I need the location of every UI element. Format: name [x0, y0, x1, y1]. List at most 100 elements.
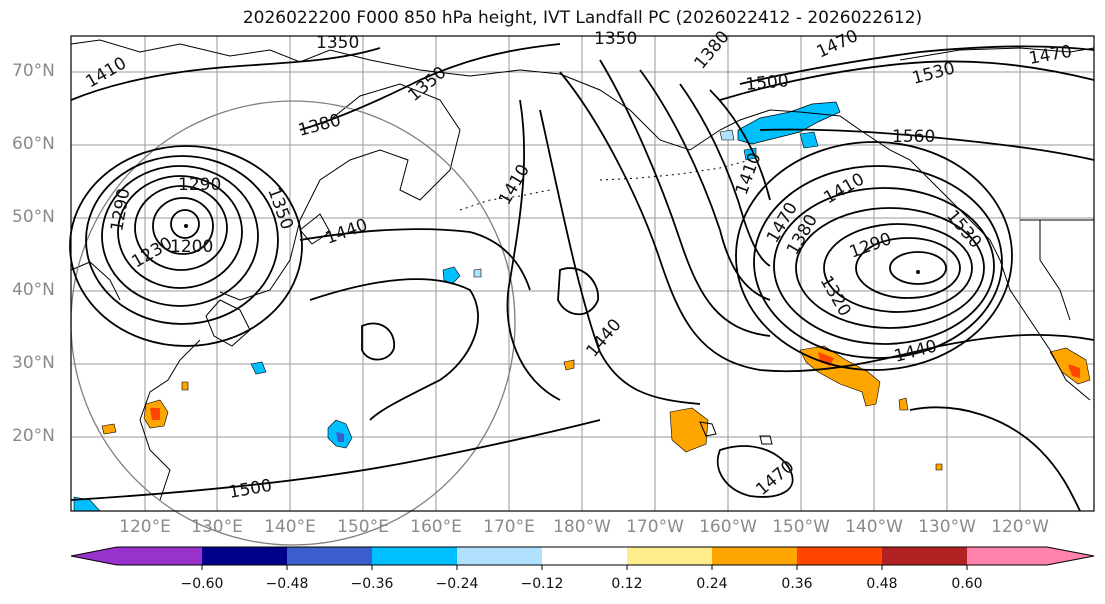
contour-label: 1290: [178, 175, 221, 195]
japan-coast: [205, 299, 251, 347]
korea-coast: [70, 261, 121, 301]
colorbar-tick-label: 0.36: [781, 576, 813, 592]
lon-label: 170°E: [483, 517, 535, 537]
lat-label: 20°N: [12, 426, 55, 446]
contour-line: [753, 165, 1003, 359]
positive-ivt-patch: [898, 397, 909, 411]
hawaii-coast: [759, 435, 773, 445]
contour-label: 1200: [170, 237, 213, 257]
colorbar-segment: [712, 547, 797, 565]
contour-line: [117, 175, 243, 289]
lon-label: 150°E: [337, 517, 389, 537]
contour-line: [739, 45, 1095, 85]
low-center-marker: [916, 270, 920, 274]
negative-ivt-patch: [442, 266, 461, 285]
lat-label: 50°N: [12, 207, 55, 227]
colorbar-segment: [117, 547, 202, 565]
contour-line: [716, 445, 794, 498]
colorbar-segment: [372, 547, 457, 565]
colorbar-segment: [202, 547, 287, 565]
contour-line: [170, 209, 200, 239]
colorbar-tick-label: 0.60: [951, 576, 983, 592]
contour-line: [773, 187, 995, 345]
contour-line: [759, 128, 1095, 161]
contour-line: [70, 419, 601, 501]
height-contours: [69, 43, 1095, 512]
contour-line: [823, 223, 973, 313]
colorbar-tick-label: −0.36: [350, 576, 394, 592]
contour-line: [299, 43, 561, 131]
contour-line: [889, 251, 947, 285]
colorbar-segment: [627, 547, 712, 565]
positive-ivt-patch: [101, 423, 117, 435]
lon-label: 120°E: [119, 517, 171, 537]
lon-label: 120°W: [991, 517, 1049, 537]
colorbar-segment: [797, 547, 882, 565]
map-title: 2026022200 F000 850 hPa height, IVT Land…: [242, 8, 923, 28]
contour-line: [719, 60, 1095, 101]
lon-label: 130°E: [191, 517, 243, 537]
colorbar-segment: [457, 547, 542, 565]
contour-line: [557, 267, 599, 316]
lon-label: 170°W: [626, 517, 684, 537]
colorbar-extend-high: [1047, 547, 1094, 565]
contour-line: [639, 69, 771, 301]
contour-label: 1350: [316, 33, 359, 53]
low-center-marker: [184, 224, 188, 228]
contour-label: 1500: [745, 71, 790, 95]
lon-label: 140°E: [264, 517, 316, 537]
lat-label: 40°N: [12, 280, 55, 300]
positive-ivt-patch: [935, 463, 943, 471]
lon-label: 130°W: [918, 517, 976, 537]
colorbar-tick-label: −0.24: [435, 576, 479, 592]
lat-label: 60°N: [12, 134, 55, 154]
kamchatka-coast: [219, 83, 461, 301]
asia-coast: [139, 339, 201, 501]
contour-line: [101, 165, 259, 307]
colorbar-tick-label: −0.12: [520, 576, 564, 592]
contour-line: [134, 185, 228, 271]
lon-label: 150°W: [772, 517, 830, 537]
colorbar-tick-label: 0.48: [866, 576, 898, 592]
contour-line: [361, 322, 395, 361]
ivt-shading: [73, 101, 1091, 512]
colorbar-extend-low: [71, 547, 117, 565]
colorbar-segment: [967, 547, 1047, 565]
positive-ivt-core: [150, 408, 160, 420]
contour-line: [152, 197, 214, 255]
arctic-coast: [899, 47, 1095, 61]
lat-label: 70°N: [12, 61, 55, 81]
contour-label: 1350: [594, 29, 637, 49]
colorbar: [70, 546, 1095, 570]
negative-ivt-patch: [737, 101, 841, 145]
negative-ivt-patch: [473, 268, 482, 278]
contour-line: [599, 59, 771, 337]
colorbar-tick-label: 0.24: [696, 576, 728, 592]
contour-line: [70, 47, 381, 101]
contour-line: [85, 155, 279, 325]
colorbar-segment: [882, 547, 967, 565]
contour-line: [309, 278, 479, 421]
lon-label: 160°E: [410, 517, 462, 537]
hawaii-coast: [699, 421, 717, 437]
lat-label: 30°N: [12, 353, 55, 373]
lon-label: 180°W: [553, 517, 611, 537]
colorbar-segment: [542, 547, 627, 565]
contour-line: [559, 71, 1095, 373]
contour-line: [299, 228, 531, 291]
lon-label: 140°W: [845, 517, 903, 537]
contour-line: [709, 89, 771, 201]
contour-line: [679, 83, 771, 267]
negative-ivt-patch: [719, 129, 735, 141]
contour-line: [909, 406, 1081, 512]
contour-line: [855, 237, 961, 299]
contour-line: [539, 109, 701, 405]
contour-label: 1560: [892, 127, 935, 147]
positive-ivt-core: [1068, 364, 1080, 378]
lon-label: 160°W: [699, 517, 757, 537]
colorbar-tick-label: 0.12: [611, 576, 643, 592]
colorbar-outline: [70, 546, 1095, 566]
contour-line: [506, 99, 561, 401]
negative-ivt-patch: [250, 361, 267, 375]
